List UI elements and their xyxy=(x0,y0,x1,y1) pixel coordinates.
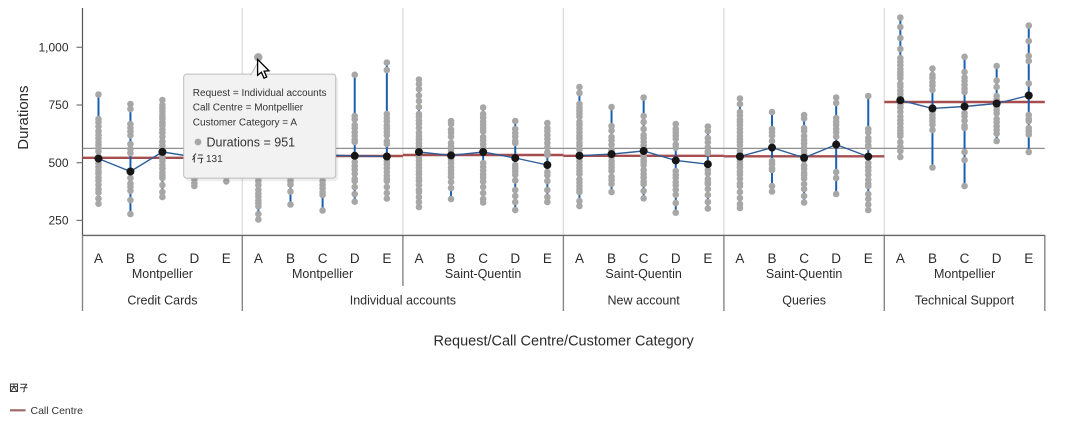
svg-text:750: 750 xyxy=(48,98,68,112)
svg-text:E: E xyxy=(382,251,391,266)
svg-text:Montpellier: Montpellier xyxy=(934,267,995,281)
svg-text:B: B xyxy=(928,251,937,266)
svg-text:Saint-Quentin: Saint-Quentin xyxy=(766,267,842,281)
svg-text:A: A xyxy=(896,251,905,266)
svg-text:E: E xyxy=(864,251,873,266)
svg-text:D: D xyxy=(350,251,360,266)
svg-text:Call Centre = Montpellier: Call Centre = Montpellier xyxy=(193,103,304,114)
svg-text:Saint-Quentin: Saint-Quentin xyxy=(445,267,521,281)
svg-text:C: C xyxy=(318,251,328,266)
svg-text:1,000: 1,000 xyxy=(38,41,68,55)
svg-text:Call Centre: Call Centre xyxy=(31,405,84,417)
svg-text:B: B xyxy=(286,251,295,266)
svg-text:A: A xyxy=(735,251,744,266)
svg-text:D: D xyxy=(189,251,199,266)
svg-text:Credit Cards: Credit Cards xyxy=(127,294,197,308)
svg-text:Durations: Durations xyxy=(15,85,32,149)
svg-text:Montpellier: Montpellier xyxy=(292,267,353,281)
svg-text:A: A xyxy=(254,251,263,266)
svg-text:A: A xyxy=(94,251,103,266)
svg-text:Queries: Queries xyxy=(782,294,826,308)
svg-text:Saint-Quentin: Saint-Quentin xyxy=(605,267,681,281)
svg-text:C: C xyxy=(799,251,809,266)
svg-text:B: B xyxy=(126,251,135,266)
svg-text:B: B xyxy=(768,251,777,266)
svg-text:E: E xyxy=(222,251,231,266)
svg-text:D: D xyxy=(992,251,1002,266)
svg-text:A: A xyxy=(414,251,423,266)
svg-text:E: E xyxy=(703,251,712,266)
svg-text:E: E xyxy=(1024,251,1033,266)
svg-text:Individual accounts: Individual accounts xyxy=(350,294,456,308)
svg-text:C: C xyxy=(639,251,649,266)
svg-text:Montpellier: Montpellier xyxy=(132,267,193,281)
svg-text:B: B xyxy=(607,251,616,266)
svg-text:New account: New account xyxy=(608,294,681,308)
svg-text:C: C xyxy=(478,251,488,266)
svg-text:C: C xyxy=(158,251,168,266)
svg-text:500: 500 xyxy=(48,156,68,170)
svg-text:C: C xyxy=(960,251,970,266)
svg-text:D: D xyxy=(510,251,520,266)
svg-text:D: D xyxy=(671,251,681,266)
svg-text:Customer Category = A: Customer Category = A xyxy=(193,117,298,128)
svg-text:Request/Call Centre/Customer C: Request/Call Centre/Customer Category xyxy=(433,334,694,350)
svg-text:D: D xyxy=(831,251,841,266)
svg-text:Technical Support: Technical Support xyxy=(915,294,1015,308)
svg-text:E: E xyxy=(543,251,552,266)
svg-text:250: 250 xyxy=(48,214,68,228)
svg-text:B: B xyxy=(447,251,456,266)
svg-text:A: A xyxy=(575,251,584,266)
svg-text:Durations = 951: Durations = 951 xyxy=(207,136,296,150)
svg-text:131: 131 xyxy=(206,154,223,165)
svg-text:Request = Individual accounts: Request = Individual accounts xyxy=(193,88,327,99)
